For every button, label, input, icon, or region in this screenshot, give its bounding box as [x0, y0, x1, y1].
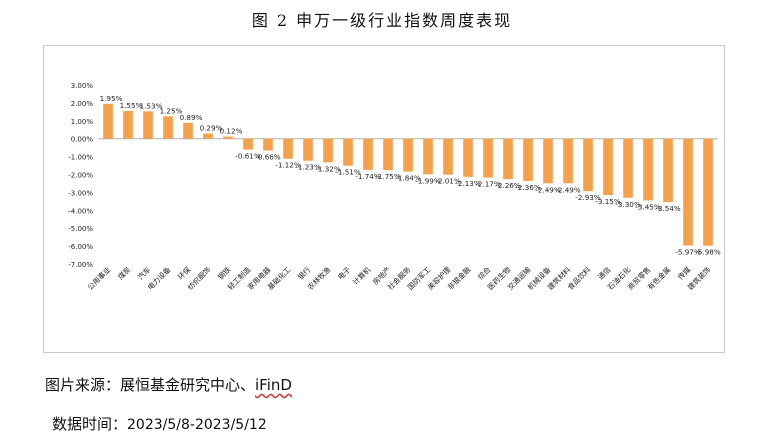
data-label: -1.32% [315, 164, 341, 173]
y-tick-label: 0.00% [71, 136, 94, 144]
data-label: -2.17% [475, 180, 501, 189]
bar [583, 138, 593, 192]
x-tick-label: 通信 [596, 265, 613, 282]
y-tick-label: -5.00% [68, 225, 93, 233]
bar [463, 138, 473, 177]
data-label: -2.93% [575, 193, 601, 202]
x-tick-label: 传媒 [676, 265, 693, 282]
y-tick-label: -7.00% [68, 261, 93, 269]
data-label: -0.66% [255, 153, 281, 162]
data-label: -0.61% [235, 152, 261, 161]
x-tick-label: 环保 [176, 264, 193, 281]
y-tick-label: -3.00% [68, 189, 93, 197]
data-label: -2.13% [455, 179, 481, 188]
x-tick-label: 综合 [476, 265, 493, 282]
data-label: 0.29% [200, 124, 223, 133]
data-label: 1.25% [160, 106, 183, 115]
data-label: 0.12% [220, 127, 243, 136]
data-label: -1.74% [355, 172, 381, 181]
data-label: -2.01% [435, 177, 461, 186]
source-label: 图片来源：展恒基金研究中心、 [45, 376, 256, 394]
chart-frame [43, 45, 725, 353]
data-label: -3.45% [635, 202, 661, 211]
data-label: 1.53% [140, 101, 163, 110]
y-tick-label: -1.00% [68, 154, 93, 162]
data-label: -5.97% [675, 248, 701, 257]
data-label: -1.99% [415, 176, 441, 185]
bar [483, 138, 493, 178]
source-link[interactable]: iFinD [255, 376, 292, 394]
x-tick-label: 公用事业 [86, 265, 113, 292]
bar [263, 138, 273, 151]
bar [123, 110, 133, 139]
data-label: -3.15% [595, 197, 621, 206]
data-label: 1.95% [100, 94, 123, 103]
bar [503, 138, 513, 180]
data-label: -1.84% [395, 174, 421, 183]
bar [703, 138, 713, 246]
y-tick-label: -6.00% [68, 243, 93, 251]
bar [563, 138, 573, 184]
bar [603, 138, 613, 196]
data-label: -1.12% [275, 161, 301, 170]
x-tick-label: 电子 [336, 265, 353, 282]
data-label: -1.51% [335, 168, 361, 177]
bar [623, 138, 633, 198]
x-tick-label: 汽车 [136, 265, 153, 282]
x-tick-label: 计算机 [351, 264, 373, 286]
bar [403, 138, 413, 172]
bar [243, 138, 253, 150]
y-tick-label: 1.00% [71, 118, 94, 126]
bar [523, 138, 533, 181]
data-label: 0.89% [180, 113, 203, 122]
bar [643, 138, 653, 201]
source-line: 图片来源：展恒基金研究中心、iFinD [45, 374, 292, 395]
figure-title: 图 2 申万一级行业指数周度表现 [251, 11, 513, 30]
bar [443, 138, 453, 175]
data-label: -3.30% [615, 200, 641, 209]
data-label: -2.49% [555, 185, 581, 194]
bar [283, 138, 293, 159]
date-line: 数据时间：2023/5/8-2023/5/12 [52, 413, 267, 434]
bar [183, 122, 193, 139]
date-value: 2023/5/8-2023/5/12 [127, 417, 267, 433]
bar [223, 136, 233, 139]
y-tick-label: -4.00% [68, 207, 93, 215]
bar [683, 138, 693, 246]
bar [363, 138, 373, 170]
x-tick-label: 煤炭 [116, 265, 133, 282]
bar [303, 138, 313, 161]
bar [163, 116, 173, 139]
bar [663, 138, 673, 203]
bar [383, 138, 393, 171]
date-label: 数据时间： [52, 415, 128, 433]
data-label: -2.49% [535, 185, 561, 194]
bar [343, 138, 353, 166]
bar [543, 138, 553, 184]
bar [143, 111, 153, 139]
bar [203, 133, 213, 139]
x-tick-label: 银行 [296, 265, 313, 282]
y-tick-label: 3.00% [71, 82, 94, 90]
data-label: -1.75% [375, 172, 401, 181]
bar [323, 138, 333, 163]
data-label: -2.26% [495, 181, 521, 190]
y-tick-label: -2.00% [68, 172, 93, 180]
bar [103, 103, 113, 139]
data-label: -5.98% [695, 248, 721, 257]
data-label: -2.36% [515, 183, 541, 192]
x-tick-label: 钢铁 [216, 265, 233, 282]
bar [423, 138, 433, 175]
y-tick-label: 2.00% [71, 100, 94, 108]
data-label: 1.55% [120, 101, 143, 110]
data-label: -3.54% [655, 204, 681, 213]
data-label: -1.23% [295, 163, 321, 172]
